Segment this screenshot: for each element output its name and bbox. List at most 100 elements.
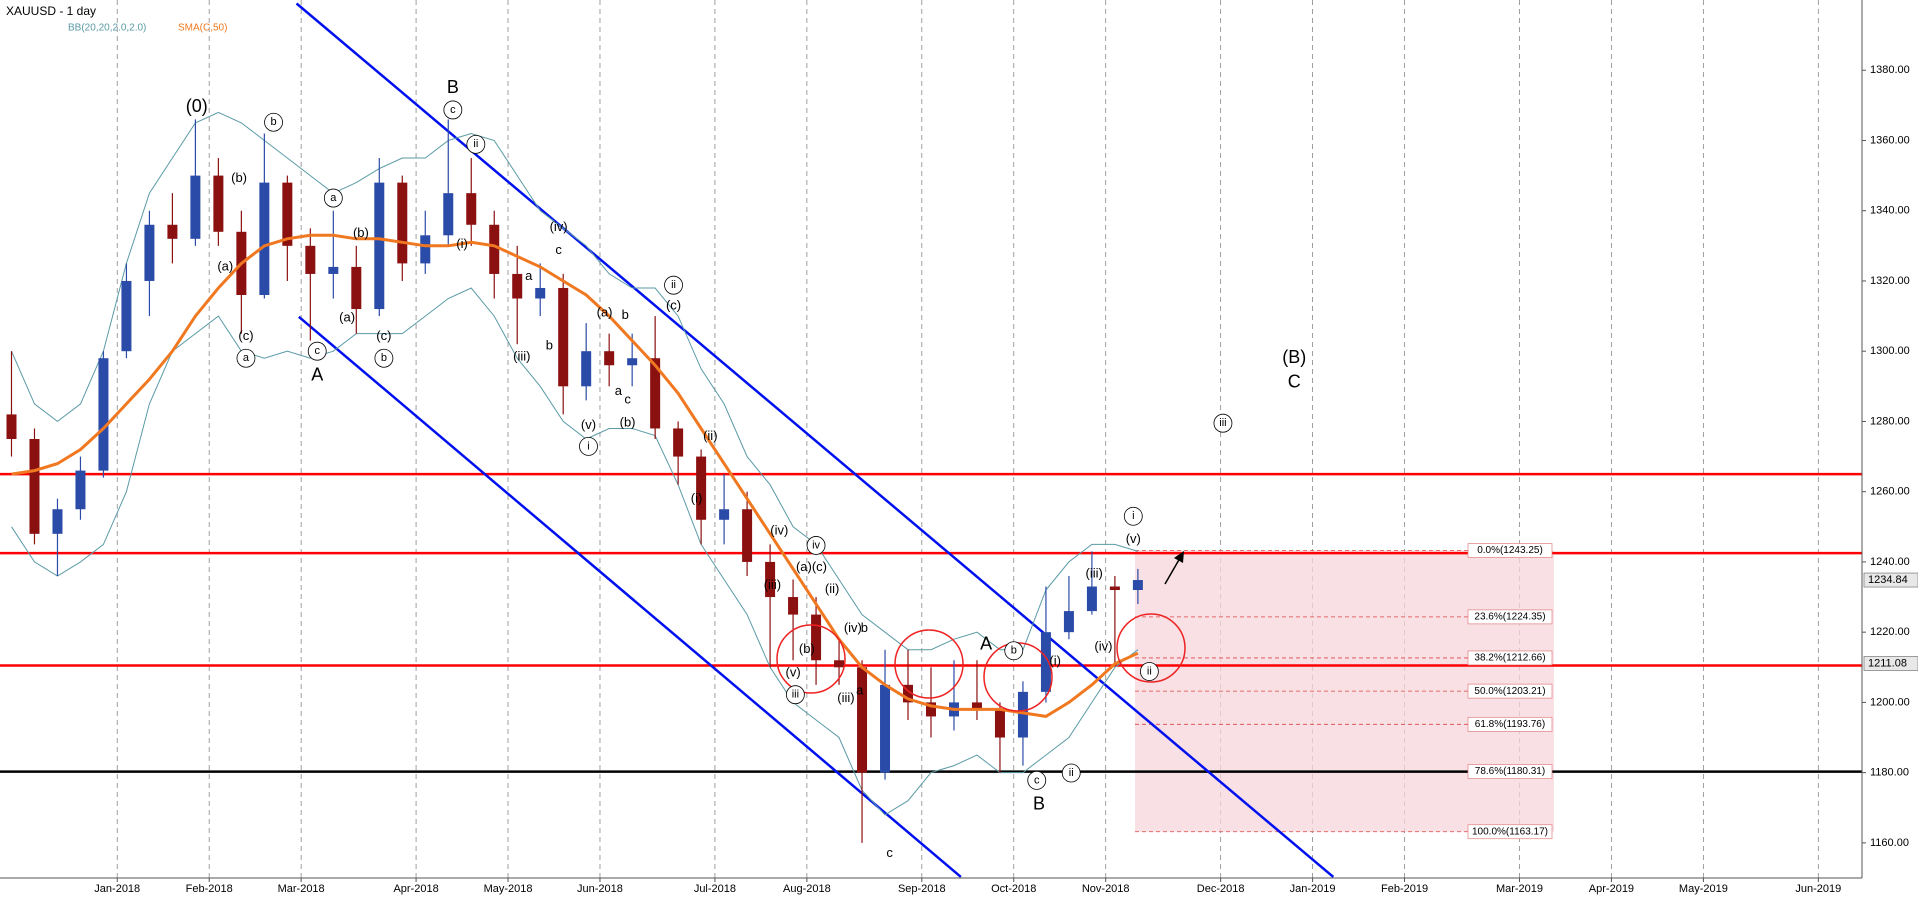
candle-body (6, 414, 17, 439)
candle-body (926, 702, 936, 717)
candle-body (420, 235, 431, 264)
wave-label: (ii) (825, 581, 839, 596)
wave-label: B (447, 77, 459, 97)
candle-body (397, 182, 408, 264)
wave-label: i (587, 440, 589, 452)
candle-body (374, 182, 385, 310)
candle-body (558, 287, 569, 387)
wave-circle (1213, 413, 1233, 433)
wave-label: (iii) (513, 349, 530, 364)
chart-title: XAUUSD - 1 day (6, 4, 96, 18)
wave-label: b (622, 307, 629, 322)
fib-label-box (1467, 609, 1553, 625)
candle-body (489, 224, 500, 274)
fib-label: 50.0%(1203.21) (1474, 686, 1545, 697)
wave-label: (b) (231, 170, 247, 185)
wave-circle (1061, 763, 1081, 783)
candle-body (29, 439, 40, 534)
wave-circle (264, 112, 283, 132)
fib-label: 100.0%(1163.17) (1472, 826, 1548, 837)
wave-label: (c) (376, 328, 391, 343)
wave-label: (iv) (550, 219, 568, 234)
wave-label: ii (1069, 767, 1074, 779)
wave-label: C (1288, 372, 1301, 392)
price-label-box (1863, 572, 1918, 588)
wave-circle (323, 188, 343, 208)
x-tick-label: Jan-2019 (1290, 883, 1336, 895)
price-label: 1234.84 (1868, 574, 1908, 586)
front-layer: 0.0%(1243.25) 23.6%(1224.35) 38.2%(1212.66… (186, 77, 1553, 860)
x-tick-label: Apr-2018 (393, 883, 438, 895)
wave-label: (b) (353, 225, 369, 240)
fib-label: 23.6%(1224.35) (1474, 612, 1545, 623)
wave-circle (236, 348, 256, 368)
wave-label: b (546, 338, 553, 353)
channel-line (298, 315, 962, 878)
y-tick-label: 1320.00 (1870, 275, 1910, 287)
candle-body (834, 660, 845, 668)
wave-label: b (381, 352, 387, 364)
wave-label: (c) (238, 328, 253, 343)
candle-body (880, 684, 891, 773)
arrow-head (1174, 551, 1184, 563)
fib-label-box (1467, 683, 1553, 699)
target-arrow (1164, 557, 1181, 585)
x-tick-label: May-2019 (1679, 883, 1728, 895)
wave-label: (v) (785, 664, 800, 679)
wave-label: iii (1219, 417, 1226, 429)
wave-circle (1139, 662, 1159, 681)
x-tick-label: Mar-2019 (1496, 883, 1543, 895)
bb-legend: BB(20,20,2.0,2.0) (68, 23, 146, 34)
fib-label-box (1467, 764, 1553, 779)
candle-body (719, 509, 730, 520)
fib-label: 61.8%(1193.76) (1475, 719, 1545, 730)
candle-body (190, 175, 201, 239)
bb-upper (11, 111, 1139, 651)
wave-label: (iii) (764, 577, 781, 592)
candle-body (811, 614, 822, 661)
candle-body (1086, 586, 1097, 612)
candle-body (466, 193, 477, 225)
y-tick-label: 1280.00 (1870, 415, 1910, 427)
candle-body (994, 709, 1005, 738)
x-tick-label: Oct-2018 (991, 883, 1036, 895)
wave-label: (i) (691, 490, 703, 505)
fib-label: 0.0%(1243.25) (1477, 545, 1543, 556)
candle-body (673, 428, 684, 457)
wave-circle (579, 436, 598, 456)
wave-circle (785, 685, 805, 705)
wave-label: iii (792, 689, 799, 701)
candle-body (443, 193, 454, 236)
candle-body (75, 470, 86, 510)
y-tick-label: 1220.00 (1870, 626, 1910, 638)
y-tick-label: 1340.00 (1870, 205, 1910, 217)
candle-body (1063, 611, 1074, 633)
y-tick-label: 1240.00 (1870, 556, 1910, 568)
candle-body (167, 224, 178, 239)
wave-label: (v) (1126, 531, 1141, 546)
candle-body (259, 182, 270, 296)
wave-label: B (1033, 794, 1045, 814)
candle-body (1040, 632, 1051, 692)
wave-label: (b) (799, 641, 815, 656)
wave-label: (a) (597, 305, 613, 320)
wave-label: a (525, 268, 533, 283)
candle-body (144, 224, 155, 281)
wave-label: a (330, 192, 337, 204)
x-tick-label: Jul-2018 (694, 883, 736, 895)
wave-label: (iii) (1086, 565, 1103, 580)
wave-label: c (555, 242, 562, 257)
fib-label-box (1467, 824, 1553, 840)
wave-circle (1123, 506, 1143, 526)
candle-body (1132, 580, 1143, 591)
highlight-circle (776, 624, 846, 694)
wave-label: b (861, 620, 868, 635)
fib-label-box (1467, 650, 1553, 666)
highlight-circle (894, 629, 964, 699)
candle-body (971, 702, 982, 710)
wave-circle (443, 100, 463, 120)
fib-label-box (1467, 543, 1553, 558)
candle-body (742, 509, 753, 562)
